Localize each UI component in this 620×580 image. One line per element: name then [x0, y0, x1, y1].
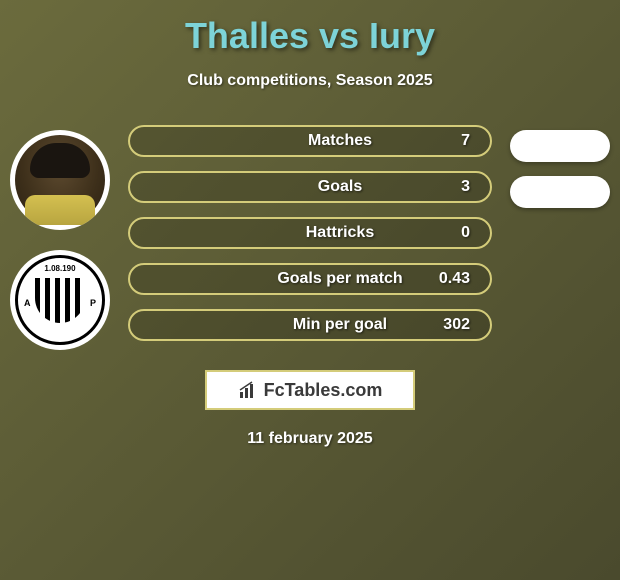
club-date-text: 1.08.190	[44, 264, 75, 273]
stat-label: Goals per match	[250, 270, 430, 288]
stat-row-matches: Matches 7	[128, 125, 492, 157]
club-abbr-right: P	[90, 298, 96, 308]
chart-icon	[238, 380, 258, 400]
player-face-graphic	[15, 135, 105, 225]
stat-row-goals-per-match: Goals per match 0.43	[128, 263, 492, 295]
stat-label: Min per goal	[250, 316, 430, 334]
date-label: 11 february 2025	[247, 430, 372, 448]
player-avatar	[10, 130, 110, 230]
club-avatar: 1.08.190 A P	[10, 250, 110, 350]
stat-value: 0.43	[430, 270, 470, 288]
stat-label: Goals	[250, 178, 430, 196]
club-logo: 1.08.190 A P	[15, 255, 105, 345]
content-row: 1.08.190 A P Matches 7 Goals 3 Hattricks…	[0, 125, 620, 350]
stat-row-hattricks: Hattricks 0	[128, 217, 492, 249]
stat-label: Matches	[250, 132, 430, 150]
stat-row-min-per-goal: Min per goal 302	[128, 309, 492, 341]
stat-value: 302	[430, 316, 470, 334]
left-avatar-column: 1.08.190 A P	[0, 125, 120, 350]
club-stripes-icon	[35, 278, 85, 323]
opponent-pill-goals	[510, 176, 610, 208]
page-subtitle: Club competitions, Season 2025	[187, 72, 432, 90]
stat-row-goals: Goals 3	[128, 171, 492, 203]
stat-value: 3	[430, 178, 470, 196]
stat-value: 7	[430, 132, 470, 150]
stats-column: Matches 7 Goals 3 Hattricks 0 Goals per …	[120, 125, 500, 341]
page-title: Thalles vs Iury	[185, 15, 435, 57]
stat-label: Hattricks	[250, 224, 430, 242]
stat-value: 0	[430, 224, 470, 242]
comparison-container: Thalles vs Iury Club competitions, Seaso…	[0, 0, 620, 458]
opponent-pill-matches	[510, 130, 610, 162]
club-abbr-left: A	[24, 298, 31, 308]
right-comparison-column	[500, 125, 620, 208]
branding-box[interactable]: FcTables.com	[205, 370, 415, 410]
branding-text: FcTables.com	[264, 380, 383, 401]
